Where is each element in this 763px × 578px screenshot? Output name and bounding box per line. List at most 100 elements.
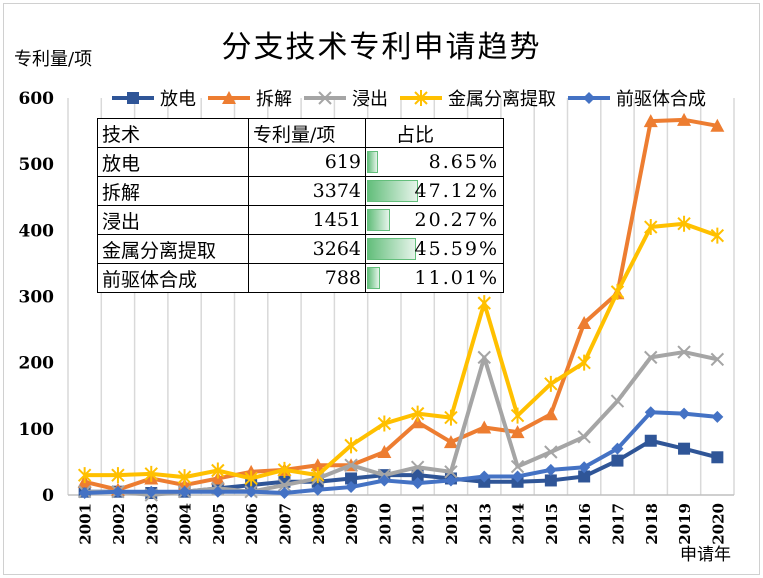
data-point [611, 454, 624, 467]
data-point [377, 444, 392, 458]
data-point [277, 461, 292, 478]
share-bar [367, 151, 378, 173]
legend-label: 放电 [160, 89, 196, 110]
data-point [577, 315, 592, 329]
x-tick-label: 2016 [576, 503, 594, 545]
data-point [178, 485, 191, 498]
x-tick-label: 2017 [609, 503, 627, 545]
data-point [344, 437, 358, 454]
data-point [245, 485, 258, 498]
x-tick-label: 2007 [276, 503, 294, 545]
x-axis-label: 申请年 [680, 545, 731, 565]
data-point [345, 472, 358, 485]
data-point [510, 407, 525, 424]
legend-swatch [208, 91, 250, 104]
y-tick-label: 200 [19, 354, 55, 374]
cell-tech: 前驱体合成 [97, 263, 249, 293]
data-point [77, 467, 92, 484]
data-point [244, 470, 258, 487]
x-tick-label: 2001 [77, 503, 95, 545]
data-point [477, 420, 492, 434]
cell-tech: 放电 [97, 147, 249, 177]
data-point [644, 350, 658, 365]
data-point [578, 470, 591, 483]
data-point [644, 406, 657, 419]
data-point [111, 467, 125, 484]
legend-marker [127, 92, 139, 104]
y-tick-label: 600 [19, 89, 55, 109]
data-point [378, 474, 391, 487]
data-point [543, 407, 558, 421]
cell-count: 788 [248, 263, 366, 293]
x-tick-label: 2005 [210, 503, 228, 545]
y-tick-label: 400 [19, 221, 55, 241]
data-point [277, 478, 292, 492]
y-tick-label: 300 [19, 288, 55, 308]
cell-count: 1451 [248, 205, 366, 235]
data-point [643, 114, 658, 128]
data-point [411, 477, 424, 490]
data-point [578, 461, 591, 474]
cell-count: 619 [248, 147, 366, 177]
data-point [211, 485, 224, 498]
table-row: 拆解 3374 47.12% [97, 176, 504, 206]
share-value: 45.59% [414, 238, 499, 260]
cell-share: 47.12% [365, 176, 504, 206]
data-point [478, 470, 491, 483]
cell-share: 20.27% [365, 205, 504, 235]
header-tech: 技术 [97, 118, 249, 148]
legend-label: 浸出 [352, 89, 388, 110]
legend-item: 金属分离提取 [398, 85, 556, 111]
legend-swatch [112, 92, 154, 104]
x-tick-label: 2013 [476, 503, 494, 545]
x-tick-label: 2014 [510, 503, 528, 545]
data-point [710, 352, 725, 367]
data-point [443, 435, 458, 449]
data-point [510, 425, 525, 439]
share-value: 11.01% [414, 267, 499, 289]
data-point [611, 442, 624, 455]
data-point [377, 415, 392, 432]
data-point [78, 487, 91, 500]
share-bar [367, 180, 418, 202]
data-point [678, 442, 691, 455]
x-tick-label: 2008 [310, 503, 328, 545]
data-point [111, 485, 124, 498]
x-tick-label: 2020 [709, 503, 727, 545]
data-point [311, 467, 325, 484]
legend-swatch [304, 91, 346, 105]
legend-marker [414, 90, 428, 106]
data-point [410, 415, 425, 429]
data-point [278, 487, 291, 500]
data-point [644, 434, 657, 447]
y-tick-label: 500 [19, 155, 55, 175]
data-point [644, 219, 658, 236]
data-point [477, 350, 491, 365]
legend-label: 前驱体合成 [616, 89, 706, 110]
table-row: 金属分离提取 3264 45.59% [97, 234, 504, 264]
data-point [144, 465, 158, 482]
legend-marker [222, 91, 236, 104]
data-point [145, 485, 158, 498]
data-point [444, 474, 457, 487]
legend-item: 拆解 [206, 85, 292, 111]
share-bar [367, 238, 416, 260]
data-point [410, 460, 425, 474]
data-point [711, 451, 724, 464]
x-tick-label: 2003 [143, 503, 161, 545]
legend-label: 拆解 [256, 89, 292, 110]
series-line-3 [84, 221, 719, 481]
data-point [444, 409, 458, 426]
chart-frame [3, 3, 760, 575]
share-value: 47.12% [414, 180, 499, 202]
cell-count: 3264 [248, 234, 366, 264]
data-point [577, 354, 591, 371]
x-tick-label: 2018 [643, 503, 661, 545]
x-tick-label: 2011 [410, 503, 428, 545]
data-point [211, 462, 225, 479]
cell-share: 11.01% [365, 263, 504, 293]
data-point [610, 394, 625, 408]
summary-table: 技术 专利量/项 占比 放电 619 8.65% 拆解 3374 47.12% 浸出 1451… [97, 118, 504, 293]
data-point [310, 458, 325, 472]
